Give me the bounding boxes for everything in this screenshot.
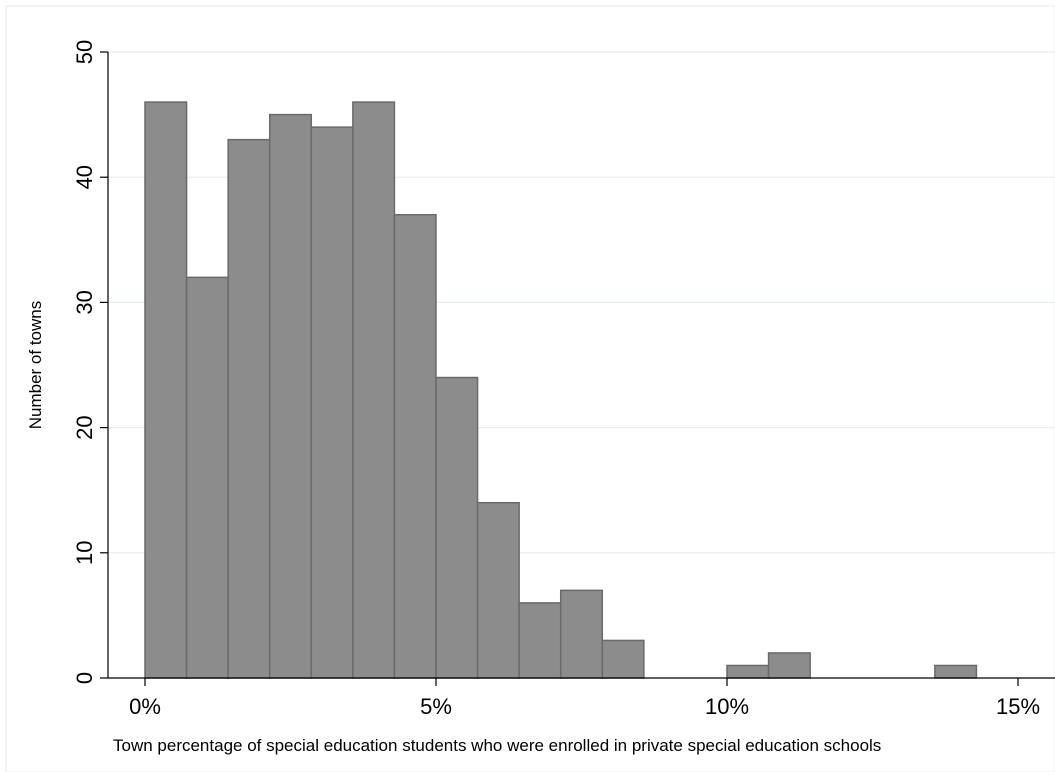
y-tick-label-10: 10 [72, 541, 97, 565]
histogram-bar-13 [726, 664, 770, 679]
y-tick-label-30: 30 [72, 290, 97, 314]
ticks: 0 10 20 30 40 50 0% 5% 10% 15% [72, 40, 1040, 719]
x-tick-label-10: 10% [705, 694, 749, 719]
histogram-bar-3 [227, 138, 271, 679]
histogram-bar-14 [767, 652, 811, 679]
x-axis-title: Town percentage of special education stu… [113, 736, 881, 755]
histogram-bar-12 [601, 639, 645, 679]
histogram-bar-2 [185, 276, 229, 679]
histogram-bar-9 [476, 501, 520, 679]
y-tick-label-20: 20 [72, 415, 97, 439]
x-tick-label-15: 15% [996, 694, 1040, 719]
y-tick-label-50: 50 [72, 40, 97, 64]
histogram-bar-6 [352, 101, 396, 679]
y-tick-label-40: 40 [72, 165, 97, 189]
histogram-bar-4 [268, 113, 313, 679]
histogram-bar-5 [310, 126, 354, 679]
histogram-bar-1 [144, 101, 188, 679]
histogram-bar-10 [518, 602, 562, 679]
y-tick-label-0: 0 [72, 672, 97, 684]
histogram-bar-7 [393, 214, 437, 679]
x-tick-label-5: 5% [420, 694, 452, 719]
x-tick-label-0: 0% [129, 694, 161, 719]
histogram-bar-15 [934, 664, 978, 679]
bars [144, 101, 978, 679]
histogram-bar-8 [435, 376, 479, 679]
axes [107, 52, 1055, 679]
y-axis-title: Number of towns [26, 301, 45, 430]
histogram-bar-11 [559, 589, 604, 679]
